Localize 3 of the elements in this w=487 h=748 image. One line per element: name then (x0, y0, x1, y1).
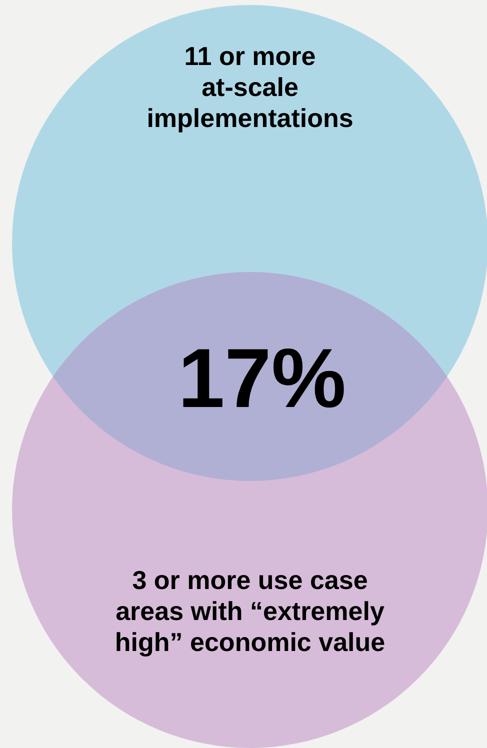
category-label: 3 or more use case areas with “extremely high” economic value (114, 565, 386, 658)
category-label: 11 or more at-scale implementations (146, 41, 354, 134)
data-label: 17% (178, 331, 346, 426)
